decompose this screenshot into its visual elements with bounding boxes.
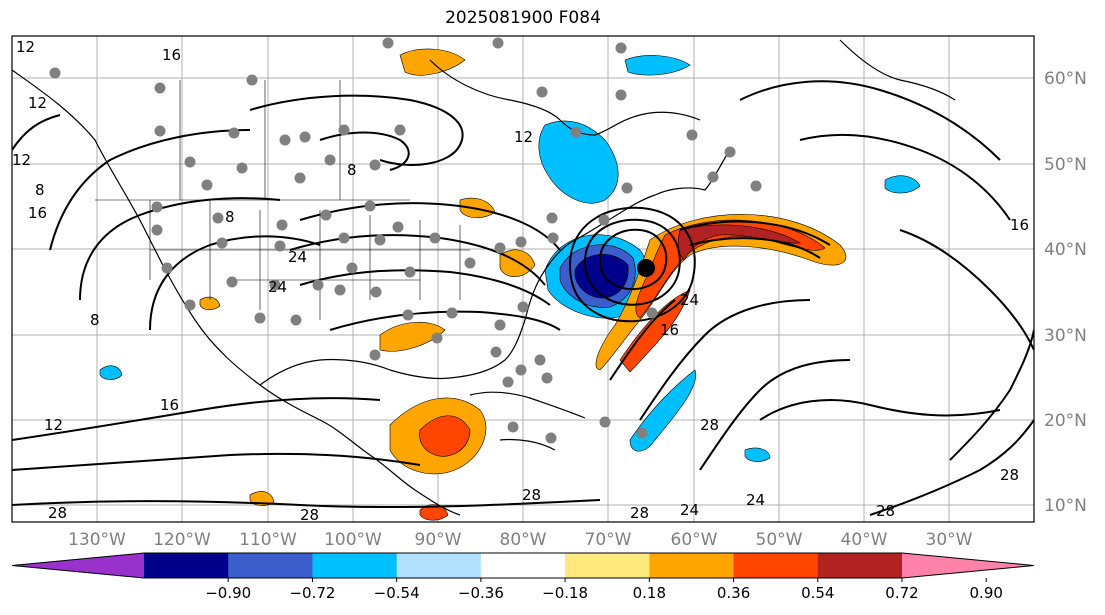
svg-text:70°W: 70°W — [585, 530, 632, 550]
svg-text:8: 8 — [35, 181, 45, 199]
svg-text:24: 24 — [288, 248, 307, 266]
svg-text:24: 24 — [746, 491, 765, 509]
map-frame — [11, 35, 1035, 523]
svg-text:16: 16 — [1010, 216, 1029, 234]
svg-text:60°N: 60°N — [1044, 69, 1087, 89]
colorbar-tick-label: 0.54 — [801, 584, 834, 602]
coastlines — [12, 39, 956, 516]
contour-value-labels: 12 16 12 8 16 12 28 28 8 24 24 8 12 8 16… — [12, 38, 1029, 524]
colorbar-tick-label: −0.18 — [542, 584, 588, 602]
colorbar: −0.90 −0.72 −0.54 −0.36 −0.18 0.18 0.36 0.54 0.7… — [11, 552, 1035, 602]
svg-text:80°W: 80°W — [500, 530, 547, 550]
svg-text:40°W: 40°W — [841, 530, 888, 550]
svg-text:16: 16 — [160, 396, 179, 414]
svg-text:28: 28 — [522, 486, 541, 504]
svg-text:30°N: 30°N — [1044, 326, 1087, 346]
svg-text:90°W: 90°W — [415, 530, 462, 550]
svg-text:30°W: 30°W — [926, 530, 973, 550]
station-markers — [49, 37, 762, 444]
svg-text:28: 28 — [876, 502, 895, 520]
colorbar-tick-label: −0.72 — [289, 584, 335, 602]
svg-text:20°N: 20°N — [1044, 411, 1087, 431]
svg-text:16: 16 — [162, 46, 181, 64]
colorbar-segment — [312, 553, 398, 578]
svg-text:28: 28 — [1000, 466, 1019, 484]
longitude-labels: 130°W 120°W 110°W 100°W 90°W 80°W 70°W 6… — [68, 530, 973, 550]
svg-text:28: 28 — [700, 416, 719, 434]
svg-text:16: 16 — [28, 204, 47, 222]
colorbar-tick-label: 0.90 — [970, 584, 1003, 602]
colorbar-tick-label: −0.54 — [374, 584, 420, 602]
colorbar-segment — [649, 553, 735, 578]
svg-text:28: 28 — [48, 504, 67, 522]
colorbar-tick-label: 0.18 — [633, 584, 666, 602]
svg-text:16: 16 — [660, 321, 679, 339]
colorbar-outline — [11, 552, 1035, 579]
colorbar-tick-label: −0.90 — [205, 584, 251, 602]
svg-text:12: 12 — [28, 94, 47, 112]
svg-text:8: 8 — [347, 161, 357, 179]
svg-text:40°N: 40°N — [1044, 240, 1087, 260]
svg-text:12: 12 — [44, 416, 63, 434]
colorbar-extend-high — [902, 553, 1034, 578]
low-pressure-center — [637, 259, 655, 277]
svg-text:28: 28 — [630, 504, 649, 522]
svg-text:24: 24 — [268, 278, 287, 296]
svg-text:28: 28 — [300, 506, 319, 524]
svg-text:120°W: 120°W — [153, 530, 211, 550]
colorbar-extend-low — [12, 553, 144, 578]
svg-text:8: 8 — [90, 311, 100, 329]
svg-text:50°N: 50°N — [1044, 155, 1087, 175]
svg-text:12: 12 — [514, 128, 533, 146]
colorbar-tick-label: 0.72 — [885, 584, 918, 602]
svg-text:50°W: 50°W — [756, 530, 803, 550]
svg-text:24: 24 — [680, 501, 699, 519]
svg-text:8: 8 — [225, 208, 235, 226]
colorbar-segment — [228, 553, 313, 578]
colorbar-segment — [480, 553, 566, 578]
svg-text:12: 12 — [16, 38, 35, 56]
colorbar-tick-label: −0.36 — [458, 584, 504, 602]
colorbar-tick-label: 0.36 — [717, 584, 750, 602]
colorbar-segment — [817, 553, 903, 578]
colorbar-segment — [733, 553, 819, 578]
colorbar-segment — [396, 553, 482, 578]
svg-text:130°W: 130°W — [68, 530, 126, 550]
svg-text:110°W: 110°W — [239, 530, 297, 550]
svg-text:100°W: 100°W — [324, 530, 382, 550]
colorbar-segment — [565, 553, 650, 578]
svg-text:24: 24 — [680, 291, 699, 309]
shaded-field — [99, 48, 921, 521]
plot-title: 2025081900 F084 — [445, 8, 601, 28]
svg-text:10°N: 10°N — [1044, 496, 1087, 516]
colorbar-segment — [144, 553, 229, 578]
political-borders — [95, 80, 470, 320]
svg-text:60°W: 60°W — [671, 530, 718, 550]
svg-text:12: 12 — [12, 151, 31, 169]
latitude-labels: 60°N 50°N 40°N 30°N 20°N 10°N — [1044, 69, 1087, 516]
